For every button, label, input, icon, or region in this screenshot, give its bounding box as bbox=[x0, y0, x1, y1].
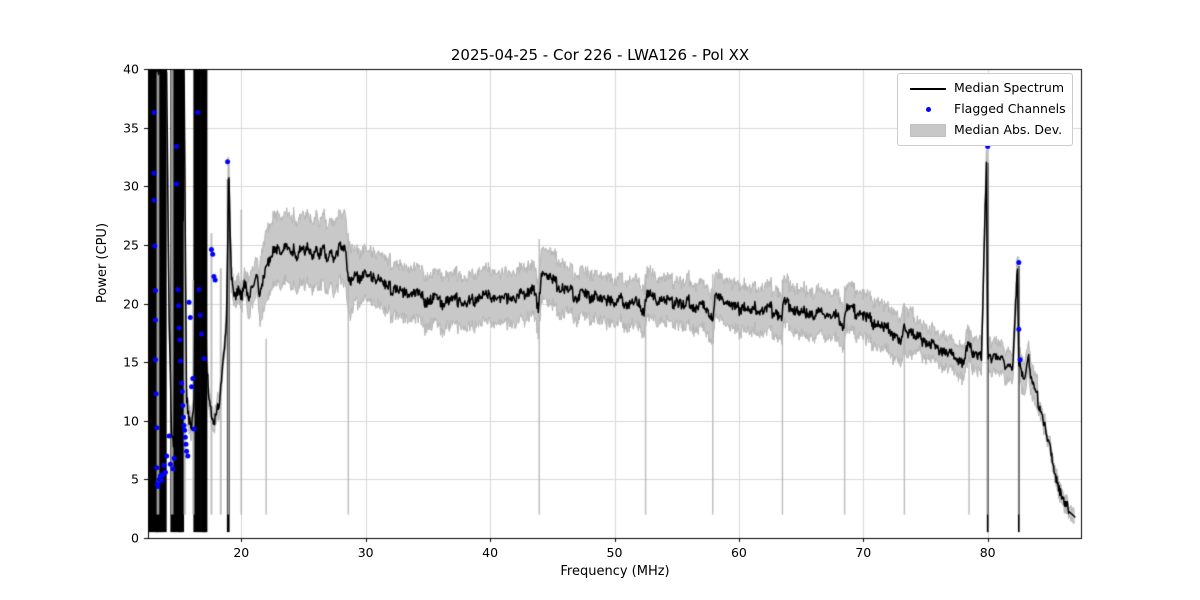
x-tick-label: 40 bbox=[482, 545, 499, 560]
median-abs-dev-patch-icon bbox=[906, 120, 950, 141]
legend-entry-median-abs-dev: Median Abs. Dev. bbox=[898, 120, 1072, 141]
legend-label-median-abs-dev: Median Abs. Dev. bbox=[954, 122, 1063, 137]
median-spectrum-line-icon bbox=[906, 78, 950, 99]
legend-label-flagged-channels: Flagged Channels bbox=[954, 101, 1066, 116]
y-tick-label: 40 bbox=[123, 61, 139, 77]
y-tick-label: 25 bbox=[123, 237, 139, 253]
y-tick-label: 10 bbox=[123, 413, 139, 429]
x-tick-label: 20 bbox=[233, 545, 250, 560]
legend-label-median-spectrum: Median Spectrum bbox=[954, 80, 1065, 95]
flagged-channels-dot-icon bbox=[906, 99, 950, 120]
chart-title: 2025-04-25 - Cor 226 - LWA126 - Pol XX bbox=[450, 46, 750, 64]
y-tick-label: 0 bbox=[131, 530, 139, 546]
x-tick-label: 80 bbox=[979, 545, 996, 560]
x-axis-label: Frequency (MHz) bbox=[560, 564, 670, 579]
y-axis-label: Power (CPU) bbox=[95, 222, 110, 303]
chart-legend: Median Spectrum Flagged Channels Median … bbox=[897, 73, 1073, 146]
legend-entry-median-spectrum: Median Spectrum bbox=[898, 78, 1072, 99]
x-tick-label: 60 bbox=[730, 545, 747, 560]
x-tick-label: 70 bbox=[855, 545, 872, 560]
y-tick-label: 20 bbox=[123, 296, 139, 311]
y-tick-label: 5 bbox=[131, 471, 139, 487]
x-tick-label: 50 bbox=[606, 545, 623, 560]
x-tick-label: 30 bbox=[357, 545, 374, 560]
legend-entry-flagged-channels: Flagged Channels bbox=[898, 99, 1072, 120]
y-tick-label: 30 bbox=[123, 178, 139, 194]
y-tick-label: 15 bbox=[123, 354, 139, 370]
y-tick-label: 35 bbox=[123, 120, 139, 136]
